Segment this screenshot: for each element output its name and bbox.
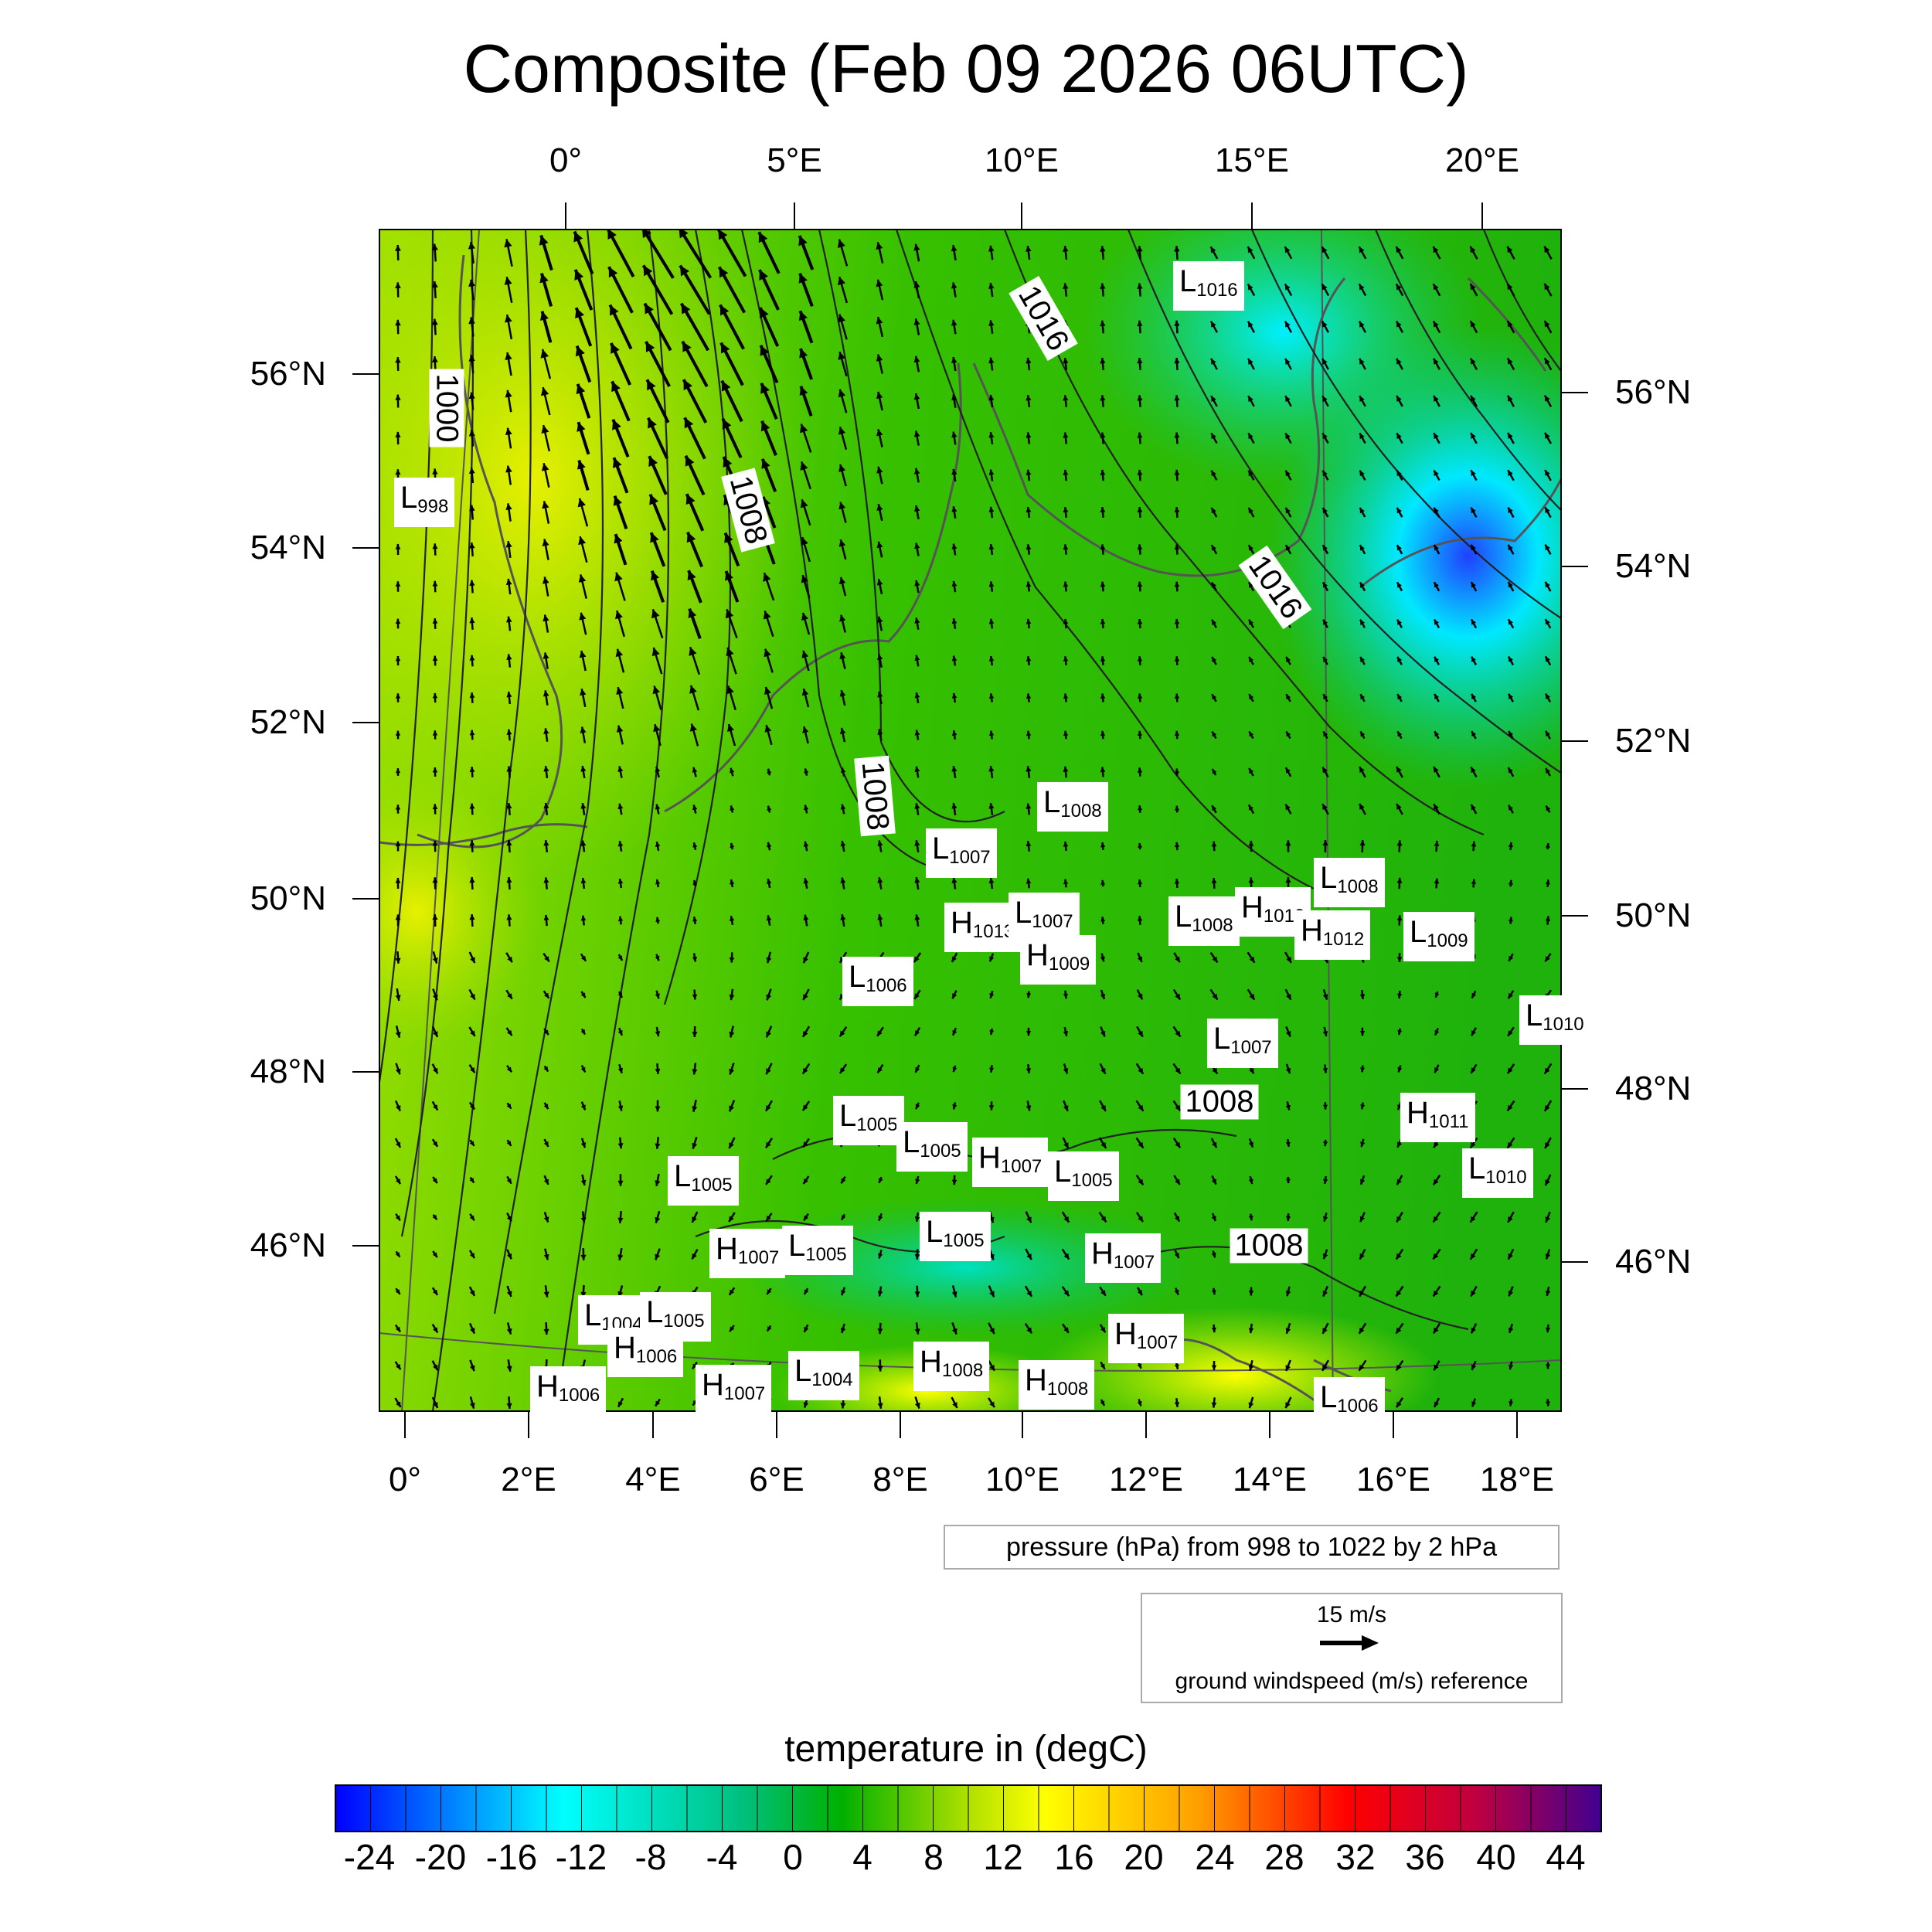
- pressure-center: H1006: [607, 1328, 684, 1377]
- colorbar-tick-label: 0: [783, 1837, 803, 1877]
- colorbar-tick-label: 28: [1264, 1837, 1304, 1877]
- colorbar-tick-label: -20: [414, 1837, 467, 1877]
- isobar-label: 1008: [1180, 1084, 1259, 1120]
- colorbar-tick-label: -12: [555, 1837, 607, 1877]
- colorbar-tick-label: -24: [343, 1837, 396, 1877]
- colorbar-dividers: [370, 1785, 1566, 1832]
- pressure-center: H1007: [696, 1365, 772, 1414]
- bottom-lon-label: 6°E: [749, 1461, 804, 1498]
- pressure-center: L1007: [1009, 893, 1080, 942]
- top-lon-label: 5°E: [767, 141, 822, 179]
- colorbar-title: temperature in (degC): [784, 1729, 1148, 1770]
- isobar-label: 1000: [429, 369, 464, 447]
- colorbar-tick-label: 40: [1476, 1837, 1516, 1877]
- temperature-field: [379, 230, 1561, 1411]
- pressure-center: H1006: [530, 1366, 607, 1416]
- pressure-center: H1008: [1019, 1360, 1095, 1410]
- isobar-label: 1008: [854, 755, 896, 837]
- pressure-center: L1010: [1519, 995, 1590, 1045]
- colorbar-tick-label: -8: [634, 1837, 667, 1877]
- pressure-center: H1007: [972, 1138, 1049, 1187]
- pressure-center: H1008: [913, 1342, 990, 1391]
- right-lat-label: 48°N: [1615, 1070, 1692, 1107]
- pressure-center: L1007: [1207, 1019, 1278, 1068]
- colorbar-tick-label: 12: [983, 1837, 1023, 1877]
- pressure-center: H1013: [944, 903, 1021, 952]
- pressure-center: L1009: [1403, 912, 1475, 961]
- isobar-label: 1008: [1230, 1228, 1308, 1264]
- colorbar-tick-label: 36: [1405, 1837, 1445, 1877]
- pressure-center: L1008: [1314, 858, 1385, 907]
- left-lat-label: 52°N: [250, 703, 326, 741]
- left-lat-label: 54°N: [250, 529, 326, 566]
- right-lat-label: 56°N: [1615, 373, 1692, 411]
- left-lat-label: 50°N: [250, 879, 326, 917]
- colorbar-tick-label: 20: [1124, 1837, 1164, 1877]
- pressure-center: L1008: [1168, 896, 1240, 946]
- pressure-center: H1007: [709, 1229, 786, 1278]
- left-lat-label: 48°N: [250, 1053, 326, 1090]
- colorbar-tick-label: 16: [1054, 1837, 1094, 1877]
- pressure-center: L1007: [926, 828, 997, 878]
- right-lat-label: 50°N: [1615, 896, 1692, 934]
- colorbar-tick-label: 24: [1195, 1837, 1235, 1877]
- top-lon-label: 20°E: [1445, 141, 1519, 179]
- pressure-center: H1009: [1020, 935, 1097, 985]
- colorbar-tick-label: -16: [485, 1837, 538, 1877]
- colorbar-tick-label: 32: [1335, 1837, 1376, 1877]
- pressure-center: H1012: [1294, 910, 1371, 960]
- pressure-center: L1005: [833, 1096, 904, 1145]
- pressure-center: L1005: [782, 1226, 853, 1275]
- bottom-lon-label: 2°E: [501, 1461, 556, 1498]
- pressure-center: L1005: [1048, 1151, 1119, 1201]
- pressure-legend: pressure (hPa) from 998 to 1022 by 2 hPa: [944, 1525, 1560, 1570]
- colorbar-tick-label: 44: [1546, 1837, 1586, 1877]
- wind-reference-caption: ground windspeed (m/s) reference: [1175, 1668, 1529, 1694]
- top-lon-label: 15°E: [1215, 141, 1289, 179]
- pressure-center: L1005: [920, 1212, 991, 1261]
- right-lat-label: 54°N: [1615, 547, 1692, 585]
- pressure-center: L1016: [1173, 261, 1244, 311]
- bottom-lon-label: 10°E: [985, 1461, 1060, 1498]
- right-lat-label: 52°N: [1615, 722, 1692, 760]
- top-lon-label: 0°: [549, 141, 583, 179]
- bottom-lon-label: 16°E: [1356, 1461, 1430, 1498]
- left-lat-label: 46°N: [250, 1226, 326, 1264]
- map-frame: [379, 229, 1562, 1412]
- map-ticks: [352, 202, 1588, 1438]
- bottom-lon-label: 14°E: [1233, 1461, 1307, 1498]
- pressure-center: L1008: [1037, 782, 1108, 832]
- pressure-center: H1007: [1085, 1233, 1162, 1283]
- top-lon-label: 10°E: [985, 141, 1059, 179]
- pressure-center: L1006: [842, 957, 913, 1006]
- pressure-center: L1010: [1462, 1148, 1533, 1198]
- pressure-center: L1005: [668, 1156, 739, 1206]
- pressure-center: H1011: [1400, 1093, 1475, 1142]
- pressure-center: L1005: [896, 1122, 968, 1172]
- chart-title: Composite (Feb 09 2026 06UTC): [463, 30, 1469, 107]
- wind-reference-arrowhead: [1362, 1635, 1379, 1651]
- bottom-lon-label: 0°: [388, 1461, 422, 1498]
- colorbar-tick-label: -4: [706, 1837, 738, 1877]
- pressure-center: L1004: [788, 1351, 859, 1400]
- pressure-center: H1007: [1108, 1314, 1185, 1363]
- wind-reference-speed: 15 m/s: [1316, 1602, 1387, 1628]
- left-lat-label: 56°N: [250, 355, 326, 393]
- wind-reference-legend: 15 m/s ground windspeed (m/s) reference: [1141, 1593, 1563, 1703]
- pressure-center: L1006: [1314, 1377, 1385, 1427]
- bottom-lon-label: 18°E: [1480, 1461, 1554, 1498]
- colorbar-tick-label: 8: [923, 1837, 944, 1877]
- right-lat-label: 46°N: [1615, 1243, 1692, 1281]
- colorbar-tick-label: 4: [852, 1837, 872, 1877]
- bottom-lon-label: 8°E: [872, 1461, 928, 1498]
- bottom-lon-label: 4°E: [625, 1461, 681, 1498]
- pressure-center: L998: [394, 478, 455, 527]
- bottom-lon-label: 12°E: [1109, 1461, 1183, 1498]
